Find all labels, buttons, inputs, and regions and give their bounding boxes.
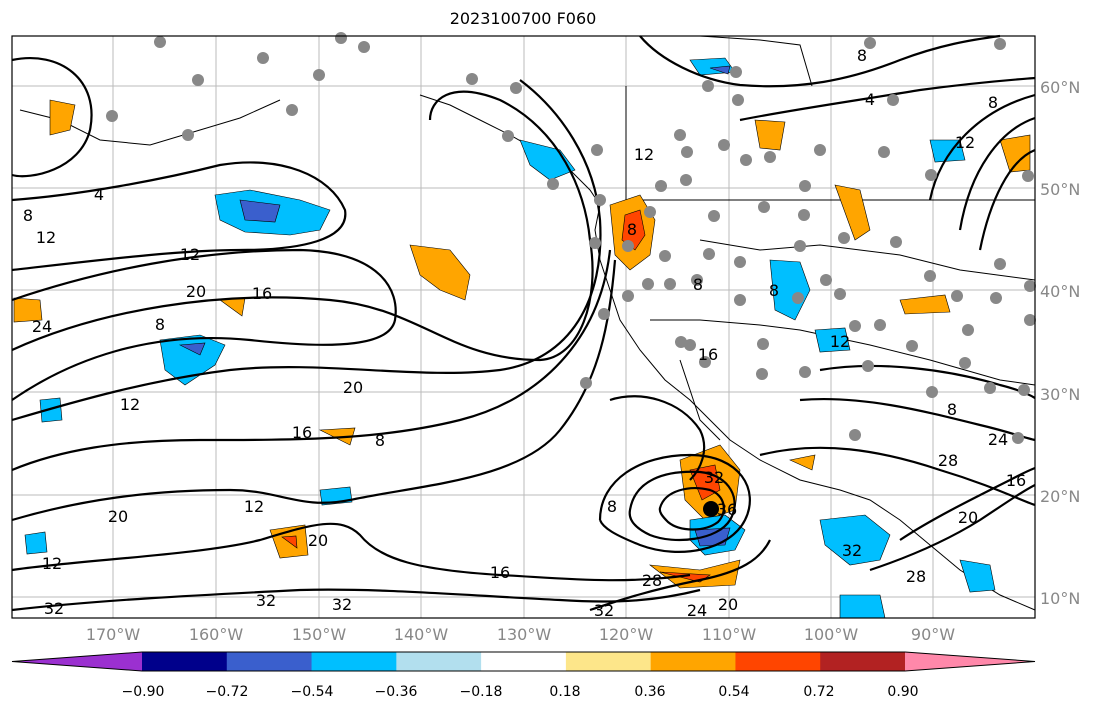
contour-label: 12 [180, 245, 200, 264]
colorbar-segment [735, 652, 821, 671]
contour-label: 8 [627, 220, 637, 239]
contour-label: 16 [252, 284, 272, 303]
contour-label: 24 [687, 601, 707, 620]
contour-label: 4 [94, 185, 104, 204]
colorbar-extend-high [905, 652, 1035, 671]
colorbar-tick-label: −0.36 [375, 684, 418, 700]
lon-label: 110°W [702, 625, 757, 644]
lon-label: 90°W [911, 625, 955, 644]
contour-label: 8 [607, 497, 617, 516]
lat-label: 50°N [1040, 180, 1080, 199]
contour-label: 32 [594, 601, 614, 620]
lat-label: 10°N [1040, 589, 1080, 608]
contour-label: 20 [343, 378, 363, 397]
storm-center-marker [703, 501, 719, 517]
contour-label: 4 [865, 90, 875, 109]
contour-label: 8 [857, 46, 867, 65]
contour-label: 8 [769, 281, 779, 300]
plot-area: 4 8 12 12 20 16 8 24 20 12 16 8 20 12 32… [11, 32, 1036, 620]
contour-label: 12 [244, 497, 264, 516]
contour-label: 32 [704, 468, 724, 487]
contour-label: 36 [717, 500, 737, 519]
contour-label: 8 [947, 400, 957, 419]
colorbar-labels: −0.90 −0.72 −0.54 −0.36 −0.18 0.18 0.36 … [122, 684, 919, 700]
contour-label: 32 [44, 599, 64, 618]
colorbar-segment [311, 652, 397, 671]
colorbar-outline [11, 651, 1036, 672]
contour-label: 12 [42, 554, 62, 573]
contour-label: 20 [186, 282, 206, 301]
colorbar-segment [142, 652, 228, 671]
colorbar-tick-label: −0.18 [460, 684, 503, 700]
colorbar-segment [226, 652, 313, 671]
map-title: 2023100700 F060 [449, 9, 597, 28]
contour-label: 28 [642, 571, 662, 590]
contour-lines [11, 34, 1036, 612]
contour-label: 8 [155, 315, 165, 334]
contour-label: 12 [955, 133, 975, 152]
colorbar-tick-label: 0.54 [718, 684, 749, 700]
lat-label: 60°N [1040, 78, 1080, 97]
contour-label: 8 [23, 206, 33, 225]
contour-label: 28 [938, 451, 958, 470]
latitude-labels: 60°N 50°N 40°N 30°N 20°N 10°N [1040, 78, 1080, 608]
colorbar-segment [820, 652, 906, 671]
lat-label: 30°N [1040, 385, 1080, 404]
lon-label: 150°W [292, 625, 347, 644]
colorbar-tick-label: −0.72 [206, 684, 249, 700]
shading-negative [24, 57, 996, 619]
contour-label: 16 [292, 423, 312, 442]
lon-label: 130°W [497, 625, 552, 644]
contour-label: 20 [958, 508, 978, 527]
station-markers [106, 32, 1036, 444]
lon-label: 100°W [804, 625, 859, 644]
contour-label: 12 [120, 395, 140, 414]
colorbar-tick-label: −0.90 [122, 684, 165, 700]
colorbar-tick-label: 0.18 [549, 684, 580, 700]
colorbar-segment [481, 652, 567, 671]
contour-label: 16 [490, 563, 510, 582]
contour-label: 16 [698, 345, 718, 364]
longitude-labels: 170°W 160°W 150°W 140°W 130°W 120°W 110°… [86, 625, 955, 644]
contour-label: 12 [36, 228, 56, 247]
contour-label: 12 [830, 332, 850, 351]
lon-label: 160°W [189, 625, 244, 644]
lon-label: 140°W [394, 625, 449, 644]
contour-label: 8 [693, 275, 703, 294]
contour-label: 16 [1006, 471, 1026, 490]
contour-label: 20 [108, 507, 128, 526]
lat-label: 20°N [1040, 487, 1080, 506]
colorbar-tick-label: −0.54 [291, 684, 334, 700]
contour-label-group: 4 8 12 12 20 16 8 24 20 12 16 8 20 12 32… [23, 46, 1026, 620]
colorbar [11, 651, 1036, 672]
colorbar-tick-label: 0.90 [887, 684, 918, 700]
contour-label: 20 [718, 595, 738, 614]
colorbar-tick-label: 0.72 [803, 684, 834, 700]
contour-label: 20 [308, 531, 328, 550]
contour-label: 32 [842, 541, 862, 560]
contour-label: 32 [256, 591, 276, 610]
contour-label: 24 [32, 317, 52, 336]
contour-label: 28 [906, 567, 926, 586]
lat-label: 40°N [1040, 282, 1080, 301]
colorbar-extend-low [12, 652, 142, 671]
lon-label: 170°W [86, 625, 141, 644]
contour-label: 24 [988, 430, 1008, 449]
contour-label: 12 [634, 145, 654, 164]
lon-label: 120°W [599, 625, 654, 644]
contour-label: 32 [332, 595, 352, 614]
colorbar-segment [650, 652, 736, 671]
colorbar-segment [565, 652, 652, 671]
contour-label: 8 [988, 93, 998, 112]
colorbar-tick-label: 0.36 [634, 684, 665, 700]
contour-label: 8 [375, 431, 385, 450]
colorbar-segment [396, 652, 482, 671]
